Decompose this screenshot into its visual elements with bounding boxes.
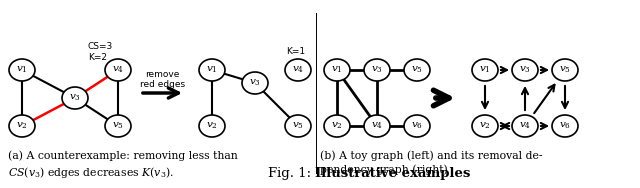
Text: $v_3$: $v_3$	[519, 65, 531, 75]
Text: $v_5$: $v_5$	[292, 121, 304, 131]
Ellipse shape	[364, 115, 390, 137]
Text: remove
red edges: remove red edges	[140, 70, 185, 89]
Text: $v_6$: $v_6$	[411, 121, 423, 131]
Ellipse shape	[285, 115, 311, 137]
Text: (a) A counterexample: removing less than
$CS(v_3)$ edges decreases $K(v_3)$.: (a) A counterexample: removing less than…	[8, 150, 237, 180]
Ellipse shape	[9, 59, 35, 81]
Text: $v_1$: $v_1$	[479, 65, 491, 75]
Text: $v_3$: $v_3$	[69, 93, 81, 103]
Ellipse shape	[285, 59, 311, 81]
Text: $v_2$: $v_2$	[331, 121, 343, 131]
Ellipse shape	[62, 87, 88, 109]
Text: $v_2$: $v_2$	[16, 121, 28, 131]
Ellipse shape	[512, 115, 538, 137]
Ellipse shape	[105, 115, 131, 137]
Text: (b) A toy graph (left) and its removal de-
pendency graph (right): (b) A toy graph (left) and its removal d…	[320, 150, 543, 174]
Text: $v_4$: $v_4$	[519, 121, 531, 131]
Text: Illustrative examples: Illustrative examples	[315, 167, 470, 180]
Ellipse shape	[404, 59, 430, 81]
Text: CS=3
K=2: CS=3 K=2	[88, 42, 113, 62]
Ellipse shape	[404, 115, 430, 137]
Text: $v_2$: $v_2$	[479, 121, 491, 131]
Text: $v_3$: $v_3$	[371, 65, 383, 75]
Text: $v_4$: $v_4$	[371, 121, 383, 131]
Text: $v_1$: $v_1$	[332, 65, 343, 75]
Text: $v_5$: $v_5$	[411, 65, 423, 75]
Ellipse shape	[199, 115, 225, 137]
Text: $v_3$: $v_3$	[249, 78, 261, 88]
Text: $v_2$: $v_2$	[206, 121, 218, 131]
Ellipse shape	[324, 115, 350, 137]
Ellipse shape	[512, 59, 538, 81]
Text: K=1: K=1	[286, 47, 305, 56]
Text: $v_5$: $v_5$	[559, 65, 571, 75]
Ellipse shape	[242, 72, 268, 94]
Ellipse shape	[199, 59, 225, 81]
Text: $v_5$: $v_5$	[112, 121, 124, 131]
Ellipse shape	[9, 115, 35, 137]
Ellipse shape	[472, 115, 498, 137]
Ellipse shape	[364, 59, 390, 81]
Text: $v_4$: $v_4$	[292, 65, 304, 75]
Text: $v_1$: $v_1$	[206, 65, 218, 75]
Text: $v_4$: $v_4$	[112, 65, 124, 75]
Ellipse shape	[105, 59, 131, 81]
Ellipse shape	[324, 59, 350, 81]
Ellipse shape	[552, 59, 578, 81]
Text: Fig. 1:: Fig. 1:	[268, 167, 315, 180]
Ellipse shape	[552, 115, 578, 137]
Ellipse shape	[472, 59, 498, 81]
Text: $v_6$: $v_6$	[559, 121, 571, 131]
Text: $v_1$: $v_1$	[16, 65, 28, 75]
